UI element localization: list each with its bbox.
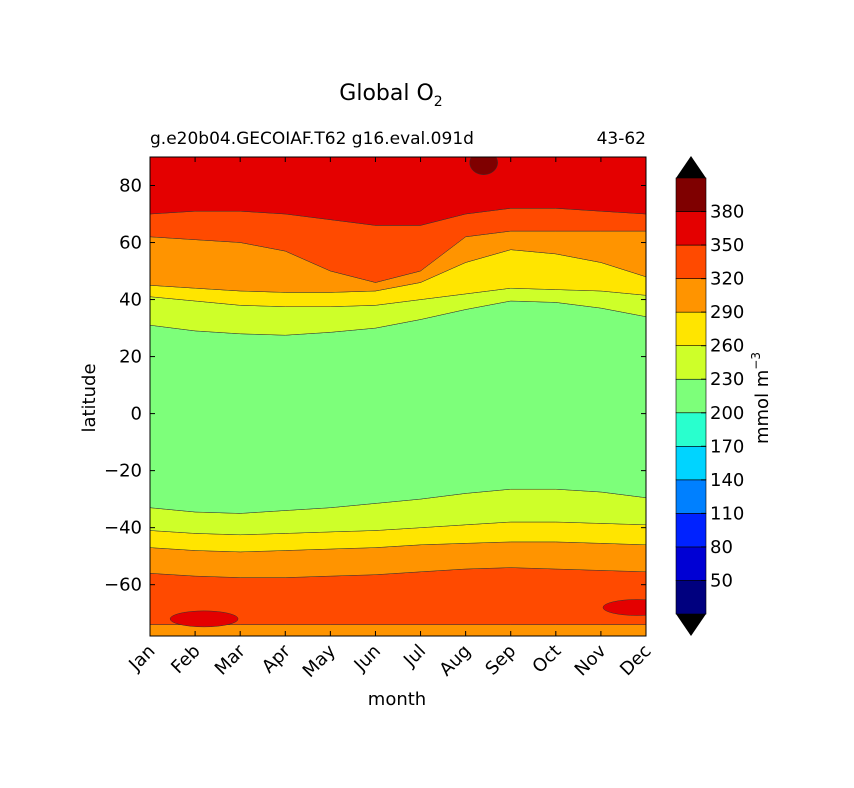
colorbar-segment-3 — [675, 479, 707, 514]
x-tick-label-may: May — [299, 640, 340, 681]
x-tick-label-jun: Jun — [350, 641, 385, 676]
contour-band-0 — [150, 624, 646, 636]
colorbar-tick-label-170: 170 — [710, 436, 744, 457]
plot-frame — [149, 156, 647, 637]
x-tick-label-jan: Jan — [124, 641, 159, 676]
colorbar-segment-10 — [675, 244, 707, 279]
plot-axes — [149, 156, 647, 637]
colorbar-under-arrow — [676, 614, 706, 636]
x-tick-label-jul: Jul — [399, 641, 430, 672]
y-tick-label-20: 20 — [119, 347, 142, 368]
colorbar-label-exponent: −3 — [749, 352, 763, 370]
y-tick-label--20: −20 — [104, 461, 142, 482]
contour-patch-2 — [602, 599, 646, 616]
x-tick-label-aug: Aug — [435, 641, 475, 681]
chart-title: Global O2 — [339, 81, 442, 110]
colorbar-segment-2 — [675, 513, 707, 548]
colorbar-segment-6 — [675, 378, 707, 414]
colorbar-tick-label-80: 80 — [710, 537, 733, 558]
x-tick-label-sep: Sep — [481, 641, 520, 680]
colorbar-segment-12 — [675, 177, 707, 212]
colorbar-label: mmol m−3 — [749, 352, 773, 444]
x-tick-label-oct: Oct — [528, 641, 565, 678]
y-axis: 80 60 40 20 0 −20 −40 −60 — [104, 176, 646, 596]
y-tick-label-80: 80 — [119, 176, 142, 197]
colorbar-segment-7 — [675, 345, 707, 380]
colorbar-segment-9 — [675, 278, 707, 313]
contour-patch-1 — [169, 610, 239, 628]
x-tick-label-dec: Dec — [616, 641, 655, 680]
y-tick-label-60: 60 — [119, 233, 142, 254]
colorbar-tick-label-260: 260 — [710, 336, 744, 357]
y-tick-label--60: −60 — [104, 575, 142, 596]
colorbar-tick-label-50: 50 — [710, 570, 733, 591]
colorbar-tick-label-350: 350 — [710, 235, 744, 256]
contour-patch-0 — [469, 157, 498, 175]
contour-plot — [150, 157, 646, 636]
x-tick-label-feb: Feb — [167, 641, 204, 678]
colorbar-segment-4 — [675, 446, 707, 481]
colorbar: 50 80 110 140 170 200 230 260 290 320 350 380 — [675, 156, 744, 636]
subtitle-left: g.e20b04.GECOIAF.T62 g16.eval.091d — [150, 129, 474, 149]
contour-band-10 — [150, 157, 646, 226]
x-tick-label-mar: Mar — [211, 640, 250, 679]
y-tick-label-0: 0 — [131, 404, 142, 425]
colorbar-segment-5 — [675, 412, 707, 447]
chart-title-subscript: 2 — [434, 94, 443, 110]
y-tick-label-40: 40 — [119, 290, 142, 311]
colorbar-tick-label-200: 200 — [710, 403, 744, 424]
y-axis-label: latitude — [79, 363, 100, 432]
colorbar-segment-11 — [675, 211, 707, 246]
colorbar-tick-label-230: 230 — [710, 369, 744, 390]
colorbar-segment-0 — [675, 580, 707, 615]
colorbar-tick-label-380: 380 — [710, 202, 744, 223]
colorbar-tick-label-140: 140 — [710, 470, 744, 491]
colorbar-tick-label-290: 290 — [710, 302, 744, 323]
colorbar-segment-8 — [675, 311, 707, 346]
x-axis-label: month — [368, 689, 426, 710]
y-tick-label--40: −40 — [104, 518, 142, 539]
colorbar-tick-label-110: 110 — [710, 503, 744, 524]
colorbar-tick-label-320: 320 — [710, 269, 744, 290]
colorbar-over-arrow — [676, 156, 706, 178]
x-tick-label-apr: Apr — [258, 640, 295, 677]
colorbar-segment-1 — [675, 546, 707, 581]
subtitle-right: 43-62 — [597, 129, 646, 149]
x-tick-label-nov: Nov — [571, 640, 611, 680]
